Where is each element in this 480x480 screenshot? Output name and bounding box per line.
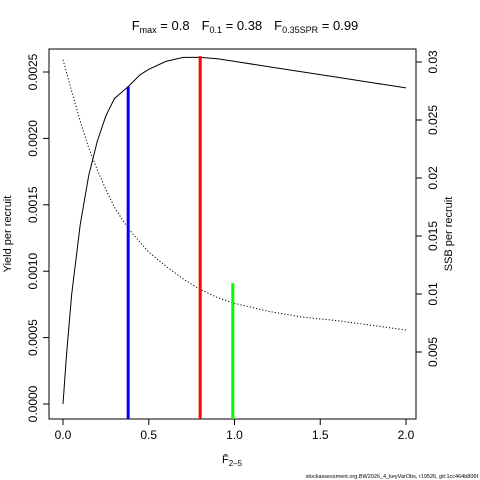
x-axis-tick-label: 1.5	[312, 428, 329, 442]
series-layer	[62, 56, 407, 405]
yield-per-recruit-line	[62, 56, 407, 405]
chart-title: Fmax = 0.8 F0.1 = 0.38 F0.35SPR = 0.99	[132, 18, 359, 35]
x-axis-tick-label: 1.0	[226, 428, 243, 442]
y-right-axis-tick-label: 0.03	[426, 50, 440, 74]
fmax-value: = 0.8	[157, 18, 190, 33]
y-left-axis-tick-label: 0.0000	[26, 385, 40, 422]
y-left-axis-tick-label: 0.0005	[26, 319, 40, 356]
footer-note: stockassessment.org,BW2026_4_keyVarObs, …	[306, 474, 479, 480]
fspr-sub: 0.35SPR	[282, 25, 319, 35]
y-right-axis-tick-label: 0.025	[426, 105, 440, 135]
y-left-axis-tick-label: 0.0015	[26, 186, 40, 223]
f01-sub: 0.1	[210, 25, 223, 35]
y-right-axis-title: SSB per recruit	[443, 197, 455, 272]
y-left-axis-tick-label: 0.0025	[26, 53, 40, 90]
ssb-per-recruit-line	[62, 59, 407, 331]
fspr-symbol: F	[274, 18, 282, 33]
reference-lines-layer	[126, 56, 235, 419]
x-axis-tick-label: 2.0	[398, 428, 415, 442]
y-right-axis-tick-label: 0.02	[426, 166, 440, 190]
x-axis-tick-label: 0.5	[140, 428, 157, 442]
x-axis-title-sub: 2–5	[229, 459, 243, 468]
axes-layer: 0.0 0.5 1.0 1.5 2.0 0.0000 0.0005 0.0010 0.0015 0…	[26, 50, 440, 442]
x-axis-title-symbol: F̄	[222, 453, 229, 466]
y-left-axis-tick-label: 0.0010	[26, 253, 40, 290]
y-right-axis-tick-label: 0.015	[426, 221, 440, 251]
fspr-value: = 0.99	[318, 18, 358, 33]
y-right-axis-tick-label: 0.01	[426, 282, 440, 306]
fmax-symbol: F	[132, 18, 140, 33]
x-axis-tick-label: 0.0	[55, 428, 72, 442]
f01-value: = 0.38	[222, 18, 262, 33]
y-left-axis-title: Yield per recruit	[2, 196, 14, 273]
fmax-sub: max	[140, 25, 158, 35]
y-left-axis-tick-label: 0.0020	[26, 120, 40, 157]
f01-symbol: F	[202, 18, 210, 33]
x-axis-title: F̄2–5	[222, 453, 243, 468]
y-right-axis-tick-label: 0.005	[426, 337, 440, 367]
